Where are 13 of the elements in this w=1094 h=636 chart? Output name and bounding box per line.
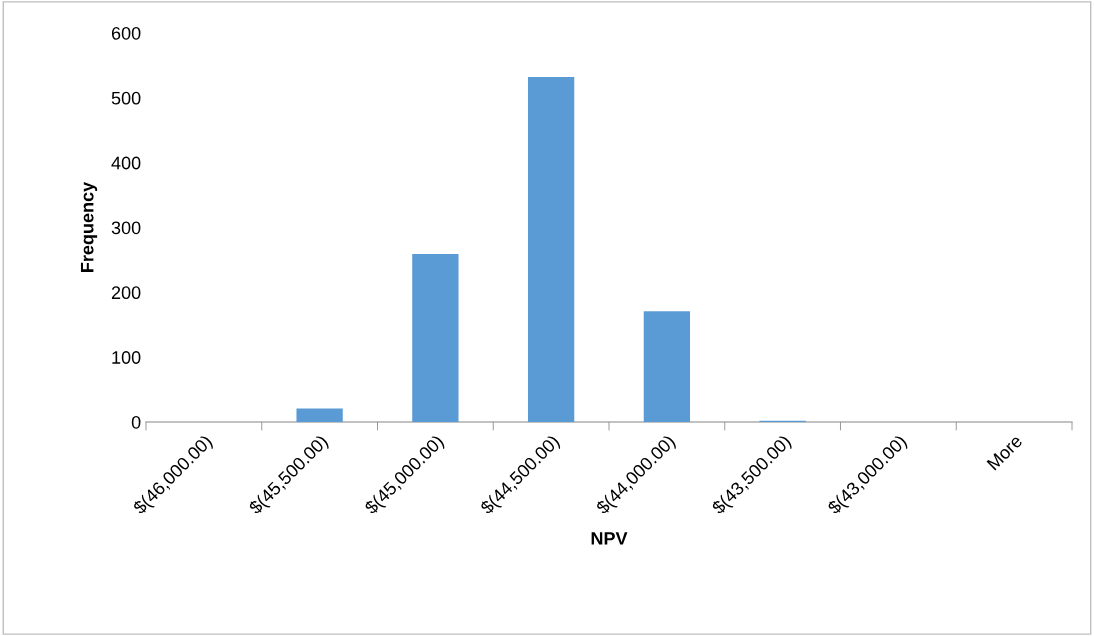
y-axis-title: Frequency <box>80 181 98 272</box>
y-tick-label: 200 <box>111 286 141 300</box>
bar <box>412 254 459 422</box>
y-tick-label: 500 <box>111 91 141 105</box>
y-tick-label: 0 <box>131 415 141 429</box>
x-axis-title: NPV <box>591 532 628 545</box>
y-tick-label: 400 <box>111 156 141 170</box>
y-tick-label: 600 <box>111 26 141 40</box>
bar <box>643 311 691 422</box>
bar <box>527 77 575 422</box>
bar <box>296 408 343 422</box>
y-tick-label: 100 <box>112 351 141 364</box>
y-tick-label: 300 <box>111 221 141 235</box>
